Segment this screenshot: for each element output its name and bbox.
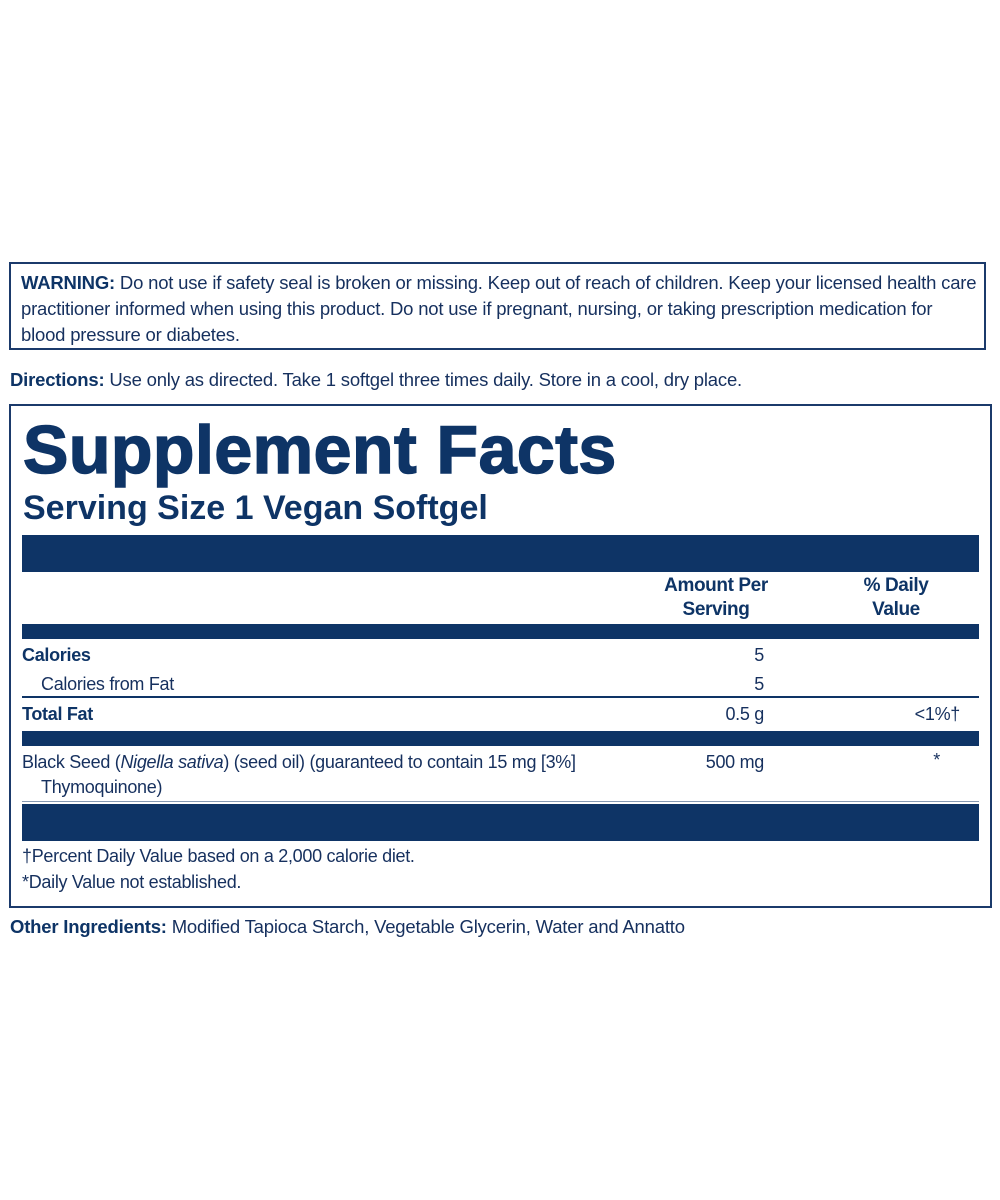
black-seed-name-post: ) (seed oil) (guaranteed to contain 15 m…: [223, 752, 576, 772]
other-ingredients-label: Other Ingredients:: [10, 916, 167, 937]
row-calories-name: Calories: [22, 645, 91, 665]
serving-size: Serving Size 1 Vegan Softgel: [23, 489, 488, 527]
row-calories-fat-amount: 5: [754, 674, 764, 694]
header-daily-value: % Daily Value: [831, 574, 961, 622]
row-total-fat-dv: <1%†: [914, 704, 961, 724]
black-seed-name-pre: Black Seed (: [22, 752, 121, 772]
black-seed-latin-name: Nigella sativa: [120, 752, 224, 772]
thick-divider: [22, 535, 979, 572]
row-black-seed-amount: 500 mg: [705, 752, 765, 772]
warning-box: WARNING: Do not use if safety seal is br…: [9, 262, 986, 350]
row-total-fat-name: Total Fat: [22, 704, 93, 724]
supplement-facts-panel: Supplement Facts Serving Size 1 Vegan So…: [9, 404, 992, 908]
divider: [22, 624, 979, 639]
header-amount-line1: Amount Per: [664, 575, 768, 596]
thin-divider: [22, 801, 979, 802]
row-total-fat-amount: 0.5 g: [725, 704, 764, 724]
header-dv-line1: % Daily: [863, 575, 929, 596]
other-ingredients-text: Modified Tapioca Starch, Vegetable Glyce…: [166, 916, 685, 937]
footnote-daily-value: †Percent Daily Value based on a 2,000 ca…: [22, 846, 415, 866]
divider: [22, 731, 979, 746]
header-dv-line2: Value: [872, 599, 920, 620]
directions-text: Use only as directed. Take 1 softgel thr…: [104, 369, 742, 390]
facts-title: Supplement Facts: [22, 412, 617, 488]
row-black-seed-dv: *: [933, 750, 940, 770]
directions-label: Directions:: [10, 369, 105, 390]
black-seed-name-line2: Thymoquinone): [41, 777, 163, 797]
header-amount: Amount Per Serving: [641, 574, 791, 622]
thick-divider: [22, 804, 979, 841]
row-calories-amount: 5: [754, 645, 764, 665]
row-calories-fat-name: Calories from Fat: [41, 674, 174, 694]
warning-text: WARNING: Do not use if safety seal is br…: [21, 270, 981, 348]
warning-body: Do not use if safety seal is broken or m…: [21, 272, 977, 345]
row-black-seed-name: Black Seed (Nigella sativa) (seed oil) (…: [22, 751, 642, 798]
thin-divider: [22, 696, 979, 698]
header-amount-line2: Serving: [682, 599, 750, 620]
other-ingredients: Other Ingredients: Modified Tapioca Star…: [10, 916, 685, 938]
warning-label: WARNING:: [21, 272, 115, 293]
footnote-not-established: *Daily Value not established.: [22, 872, 242, 892]
directions: Directions: Use only as directed. Take 1…: [10, 369, 742, 391]
